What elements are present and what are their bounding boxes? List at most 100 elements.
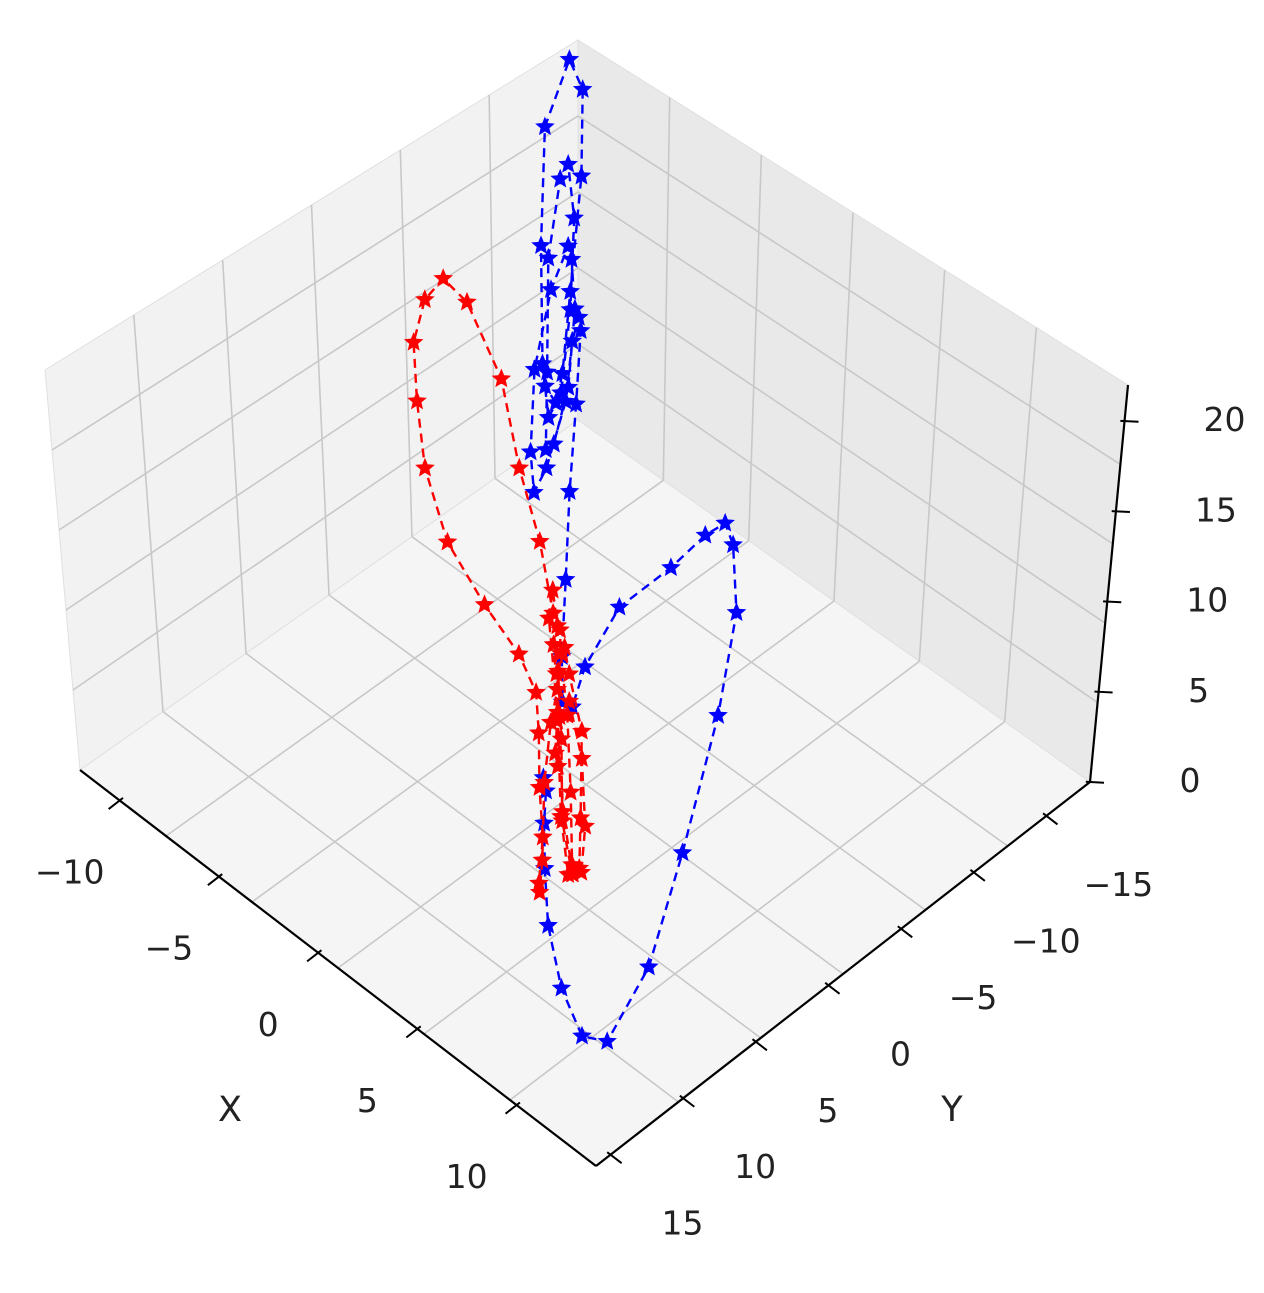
- y-axis-tick-label: −5: [949, 978, 998, 1017]
- data-point: [541, 279, 561, 298]
- z-axis-tick-label: 20: [1204, 400, 1246, 439]
- x-axis-tick: [207, 873, 223, 886]
- tick-marks: [108, 419, 1139, 1165]
- z-grid-line: [65, 267, 1106, 624]
- y-axis-tick-label: 10: [734, 1147, 776, 1186]
- y-axis-tick: [606, 1151, 623, 1165]
- x-axis-tick-label: 0: [258, 1005, 279, 1044]
- floor-grid-line: [165, 479, 664, 837]
- y-axis-tick: [679, 1094, 695, 1108]
- z-grid-line: [72, 343, 1099, 704]
- data-point: [538, 915, 558, 934]
- data-point: [433, 268, 454, 287]
- data-point: [545, 392, 566, 412]
- data-point: [532, 353, 553, 373]
- data-point: [407, 390, 427, 410]
- data-point: [539, 607, 559, 627]
- data-point: [561, 249, 582, 268]
- data-point: [672, 842, 693, 862]
- x-axis-tick-label: −10: [35, 852, 105, 891]
- z-axis-tick: [1120, 419, 1139, 423]
- y-axis-tick-label: 5: [817, 1091, 838, 1130]
- data-point: [570, 320, 591, 339]
- data-point: [559, 49, 580, 68]
- data-point: [558, 864, 578, 883]
- data-point: [550, 643, 571, 662]
- data-point: [509, 457, 530, 477]
- data-point: [548, 756, 568, 775]
- data-point: [723, 534, 743, 554]
- data-point: [560, 781, 581, 801]
- right-pane-grid-line: [662, 97, 671, 481]
- data-point: [551, 806, 571, 825]
- x-axis-tick-label: 5: [357, 1081, 378, 1120]
- data-point: [415, 457, 435, 477]
- x-axis-tick: [504, 1101, 521, 1115]
- z-grid-line: [58, 191, 1114, 545]
- data-point: [560, 281, 581, 300]
- data-point: [538, 407, 559, 426]
- x-axis-label: X: [218, 1090, 242, 1130]
- data-point: [520, 441, 541, 461]
- data-point: [551, 728, 572, 748]
- data-point: [572, 1025, 592, 1045]
- right-pane-grid-line: [1003, 327, 1038, 722]
- z-axis-tick: [1103, 600, 1122, 604]
- data-point: [532, 849, 553, 869]
- data-point: [547, 702, 568, 721]
- left-pane-grid-line: [399, 149, 413, 537]
- x-axis-tick: [306, 949, 323, 963]
- data-point: [555, 569, 576, 588]
- right-pane-grid-line: [833, 212, 854, 602]
- right-pane-grid-line: [918, 269, 946, 662]
- data-point: [552, 363, 573, 383]
- data-point: [560, 299, 581, 319]
- z-axis-tick: [1111, 510, 1130, 514]
- data-point: [415, 289, 435, 308]
- z-axis-tick: [1085, 780, 1105, 784]
- z-grid-line: [51, 115, 1121, 466]
- data-point: [559, 690, 580, 710]
- left-pane-grid-line: [488, 94, 496, 479]
- data-point: [547, 615, 568, 635]
- data-point: [708, 705, 728, 724]
- left-pane-grid-line: [133, 314, 164, 712]
- y-axis-tick: [1042, 812, 1059, 826]
- z-axis-tick-label: 10: [1186, 581, 1228, 620]
- z-axis-tick-label: 0: [1180, 761, 1201, 800]
- x-axis-tick-label: −5: [145, 929, 194, 968]
- data-point: [535, 116, 555, 136]
- data-point: [559, 663, 580, 683]
- data-point: [661, 557, 681, 576]
- y-axis-line: [595, 781, 1091, 1167]
- y-axis-tick: [751, 1038, 768, 1052]
- data-point: [609, 596, 630, 616]
- data-point: [437, 531, 458, 551]
- data-point: [558, 235, 578, 255]
- data-point: [558, 153, 578, 173]
- data-point: [543, 634, 564, 654]
- data-point: [715, 512, 735, 532]
- data-point: [474, 594, 495, 614]
- x-axis-tick: [108, 797, 124, 810]
- y-axis-tick: [824, 981, 841, 995]
- data-point: [524, 482, 544, 501]
- x-axis-tick: [405, 1025, 422, 1039]
- data-point: [572, 720, 592, 740]
- data-point: [538, 247, 559, 267]
- data-point: [403, 332, 424, 351]
- data-point: [534, 772, 555, 791]
- data-point: [571, 165, 592, 185]
- data-point: [695, 524, 716, 544]
- left-pane-grid-line: [310, 204, 330, 596]
- data-point: [491, 368, 512, 388]
- data-point: [533, 826, 553, 846]
- y-axis-tick: [897, 925, 913, 939]
- data-point: [572, 748, 592, 767]
- data-point: [597, 1031, 617, 1050]
- left-pane-grid-line: [221, 259, 247, 654]
- data-point: [550, 168, 570, 188]
- data-point: [542, 579, 563, 599]
- data-series: [403, 49, 747, 1050]
